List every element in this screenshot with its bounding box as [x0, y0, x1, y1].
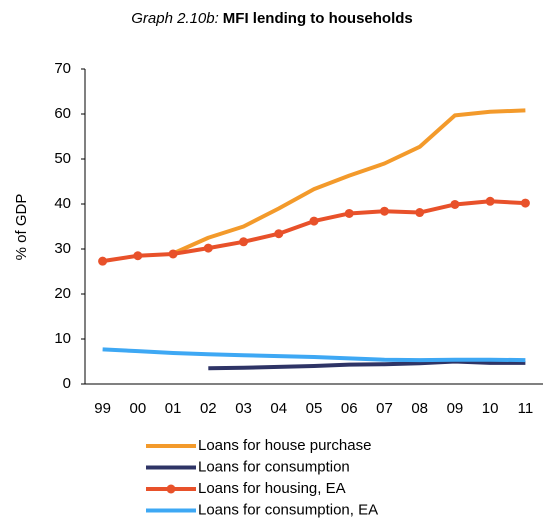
x-tick-label: 07 — [376, 400, 393, 417]
series-line — [102, 199, 526, 264]
series-marker — [344, 208, 354, 218]
series-marker — [133, 251, 143, 261]
series-marker — [168, 249, 178, 259]
y-tick-label: 40 — [54, 195, 71, 212]
x-tick-label: 99 — [94, 400, 111, 417]
x-tick-label: 01 — [165, 400, 182, 417]
x-tick-label: 10 — [482, 400, 499, 417]
x-tick-label: 02 — [200, 400, 217, 417]
y-axis-label: % of GDP — [13, 194, 30, 261]
series-marker — [520, 198, 530, 208]
series-marker — [239, 237, 249, 247]
legend-label: Loans for consumption, EA — [198, 501, 378, 518]
y-tick-label: 30 — [54, 240, 71, 257]
y-tick-label: 0 — [63, 375, 71, 392]
x-tick-label: 04 — [270, 400, 287, 417]
series-marker — [485, 196, 495, 206]
x-tick-label: 09 — [447, 400, 464, 417]
x-tick-label: 11 — [518, 400, 534, 417]
series-line — [102, 347, 526, 363]
legend-label: Loans for consumption — [198, 458, 350, 475]
legend-marker — [166, 484, 176, 494]
series-marker — [98, 256, 108, 266]
x-tick-label: 08 — [411, 400, 428, 417]
series-marker — [274, 229, 284, 239]
series-marker — [415, 208, 425, 218]
series-marker — [203, 243, 213, 253]
y-tick-label: 70 — [54, 60, 71, 77]
series-marker — [450, 199, 460, 209]
y-tick-label: 10 — [54, 330, 71, 347]
y-tick-label: 60 — [54, 105, 71, 122]
legend-label: Loans for housing, EA — [198, 480, 346, 497]
y-tick-label: 50 — [54, 150, 71, 167]
x-tick-label: 00 — [130, 400, 147, 417]
legend-label: Loans for house purchase — [198, 437, 371, 454]
series-line — [172, 108, 526, 256]
series-marker — [309, 216, 319, 226]
chart-title: MFI lending to households — [223, 10, 413, 27]
chart-title-group: Graph 2.10b: MFI lending to households — [131, 10, 413, 27]
y-tick-label: 20 — [54, 285, 71, 302]
series-line — [208, 359, 526, 371]
x-tick-label: 03 — [235, 400, 252, 417]
title-label: Graph 2.10b: — [131, 10, 219, 27]
x-tick-label: 05 — [306, 400, 323, 417]
series-marker — [379, 206, 389, 216]
x-tick-label: 06 — [341, 400, 358, 417]
